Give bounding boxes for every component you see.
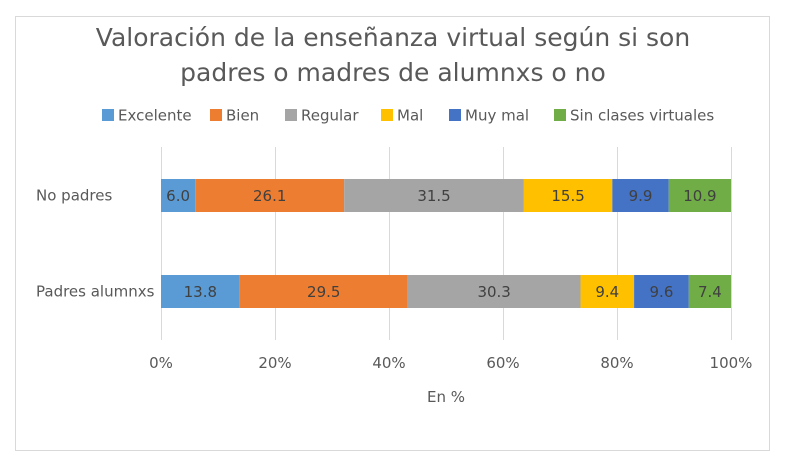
legend-label: Mal bbox=[397, 107, 423, 125]
data-label: 30.3 bbox=[477, 283, 510, 301]
bar-segment bbox=[634, 275, 689, 308]
legend-label: Muy mal bbox=[465, 107, 529, 125]
chart-title: Valoración de la enseñanza virtual según… bbox=[96, 23, 690, 87]
x-tick-label: 80% bbox=[600, 354, 633, 372]
category-label: No padres bbox=[36, 187, 112, 205]
category-label: Padres alumnxs bbox=[36, 283, 155, 301]
category-axis-labels: No padres Padres alumnxs bbox=[36, 187, 155, 301]
value-axis-tick-labels: 0% 20% 40% 60% 80% 100% bbox=[149, 354, 752, 372]
bar-segment bbox=[344, 179, 524, 212]
x-tick-label: 60% bbox=[486, 354, 519, 372]
data-label: 10.9 bbox=[683, 187, 716, 205]
legend-label: Bien bbox=[226, 107, 259, 125]
x-tick-label: 40% bbox=[372, 354, 405, 372]
chart-title-line-1: Valoración de la enseñanza virtual según… bbox=[96, 23, 690, 52]
data-label: 9.4 bbox=[595, 283, 619, 301]
data-label: 9.6 bbox=[650, 283, 674, 301]
bar-segment bbox=[161, 179, 196, 212]
bar-segment bbox=[239, 275, 408, 308]
data-label: 26.1 bbox=[253, 187, 286, 205]
bar-segment bbox=[668, 179, 731, 212]
data-label: 7.4 bbox=[698, 283, 722, 301]
data-label: 29.5 bbox=[307, 283, 340, 301]
x-tick-label: 100% bbox=[710, 354, 753, 372]
legend-label: Sin clases virtuales bbox=[570, 107, 714, 125]
data-label: 15.5 bbox=[551, 187, 584, 205]
legend: Excelente Bien Regular Mal Muy mal Sin clases… bbox=[102, 107, 714, 125]
bar-segment bbox=[612, 179, 669, 212]
data-label: 6.0 bbox=[166, 187, 190, 205]
legend-swatch bbox=[102, 109, 114, 121]
chart-title-line-2: padres o madres de alumnxs o no bbox=[180, 58, 606, 87]
bar-segment bbox=[688, 275, 731, 308]
bar-segment bbox=[195, 179, 345, 212]
x-tick-label: 0% bbox=[149, 354, 173, 372]
x-tick-label: 20% bbox=[258, 354, 291, 372]
legend-swatch bbox=[210, 109, 222, 121]
data-label: 13.8 bbox=[184, 283, 217, 301]
x-axis-title: En % bbox=[427, 388, 465, 406]
chart-frame bbox=[15, 16, 770, 451]
data-label: 9.9 bbox=[629, 187, 653, 205]
bar-segment bbox=[523, 179, 613, 212]
data-label: 31.5 bbox=[417, 187, 450, 205]
bars: 6.0 26.1 31.5 15.5 9.9 10.9 13.8 29.5 30.3 9.4 9.6… bbox=[161, 179, 731, 308]
legend-label: Regular bbox=[301, 107, 359, 125]
legend-swatch bbox=[381, 109, 393, 121]
legend-swatch bbox=[554, 109, 566, 121]
legend-label: Excelente bbox=[118, 107, 192, 125]
gridlines bbox=[161, 147, 732, 340]
legend-swatch bbox=[285, 109, 297, 121]
bar-segment bbox=[407, 275, 581, 308]
bar-segment bbox=[161, 275, 240, 308]
legend-swatch bbox=[449, 109, 461, 121]
bar-segment bbox=[580, 275, 635, 308]
